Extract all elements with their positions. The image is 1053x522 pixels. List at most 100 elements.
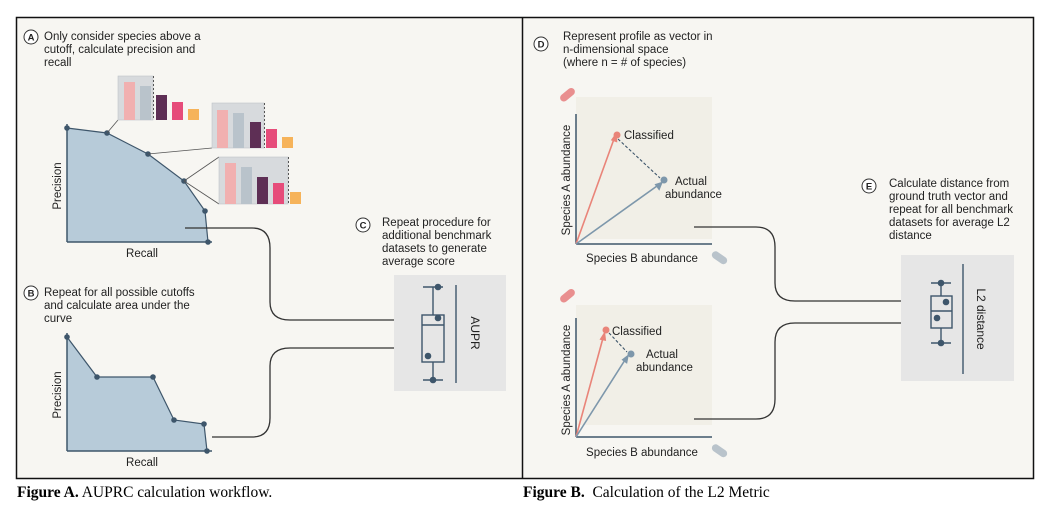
boxplot-background	[901, 255, 1014, 381]
step-c-text: Repeat procedure for additional benchmar…	[382, 217, 495, 268]
x-axis-label: Recall	[126, 457, 158, 469]
classified-vector	[575, 337, 604, 438]
bacterium-icon	[560, 87, 575, 102]
pr-curve-line	[66, 127, 209, 243]
bar	[217, 110, 228, 148]
pr-point	[201, 421, 207, 427]
bar	[188, 109, 199, 120]
step-d-line: Represent profile as vector in	[563, 31, 713, 43]
actual-label-line2: abundance	[636, 362, 693, 374]
bar	[124, 82, 135, 120]
caption-b-bold: Figure B.	[523, 484, 585, 501]
data-point	[429, 376, 437, 384]
data-point	[937, 339, 945, 347]
data-point	[424, 352, 432, 360]
box	[421, 314, 445, 363]
step-e-line: datasets for average L2	[889, 217, 1010, 229]
step-c-line: average score	[382, 256, 455, 268]
bar	[241, 167, 252, 204]
bar	[290, 192, 301, 204]
aupr-boxplot: AUPR	[394, 275, 506, 391]
caption-b-text: Calculation of the L2 Metric	[584, 484, 770, 501]
pr-point	[64, 334, 70, 340]
pr-point	[204, 448, 210, 454]
step-e-text: Calculate distance from ground truth vec…	[889, 178, 1016, 242]
classified-label: Classified	[624, 130, 674, 142]
bar	[282, 137, 293, 148]
l2-distance-label: L2 distance	[974, 288, 988, 350]
actual-label-line1: Actual	[646, 349, 678, 361]
caption-figure-b: Figure B. Calculation of the L2 Metric	[523, 484, 770, 502]
step-c-line: additional benchmark	[382, 230, 492, 242]
pr-point	[171, 417, 177, 423]
step-c-letter: C	[360, 221, 367, 232]
bar	[257, 177, 268, 204]
distance-line	[617, 138, 661, 179]
y-axis-label: Species A abundance	[561, 125, 573, 236]
step-d-text: Represent profile as vector in n-dimensi…	[563, 31, 716, 69]
classified-vector	[575, 138, 615, 245]
plot-background	[576, 305, 712, 425]
pr-area-fill	[67, 128, 208, 242]
step-b-letter: B	[28, 289, 35, 300]
step-a-line: cutoff, calculate precision and	[44, 44, 195, 56]
bar	[225, 163, 236, 204]
caption-a-text: AUPRC calculation workflow.	[78, 484, 273, 501]
x-axis-label: Species B abundance	[586, 253, 698, 265]
pr-curve-bottom: Precision Recall	[52, 333, 212, 469]
step-b-line: curve	[44, 313, 72, 325]
connector-arrows-a	[185, 227, 410, 438]
step-a-text: Only consider species above a cutoff, ca…	[44, 31, 204, 69]
cutoff-bars-1	[106, 75, 199, 134]
arrowhead	[654, 181, 663, 191]
bar	[266, 129, 277, 148]
step-d-letter: D	[538, 40, 545, 51]
cutoff-bars-3	[183, 156, 301, 205]
vector-plot-top: Classified Actual abundance Species A ab…	[561, 97, 722, 265]
plot-background	[576, 97, 712, 239]
bacterium-icon	[560, 288, 575, 303]
actual-point	[627, 350, 635, 358]
data-point	[434, 283, 442, 291]
bar	[250, 122, 261, 148]
step-d-badge: D	[533, 36, 549, 52]
distance-line	[608, 332, 628, 353]
arrowhead	[621, 354, 629, 364]
data-point	[937, 279, 945, 287]
pr-point	[202, 208, 208, 214]
bacterium-icon	[711, 251, 728, 265]
step-c-line: Repeat procedure for	[382, 217, 491, 229]
step-e-badge: E	[861, 178, 877, 194]
boxplot-background	[394, 275, 506, 391]
step-c-line: datasets to generate	[382, 243, 487, 255]
bar	[273, 183, 284, 204]
x-axis-label: Recall	[126, 248, 158, 260]
connector-arrows-b	[694, 226, 916, 420]
vector-plot-bottom: Classified Actual abundance Species A ab…	[561, 305, 712, 459]
step-e-line: ground truth vector and	[889, 191, 1008, 203]
step-c-badge: C	[355, 217, 371, 233]
l2-boxplot: L2 distance	[901, 255, 1014, 381]
bar	[172, 102, 183, 120]
step-a-badge: A	[23, 29, 39, 45]
step-d-line: (where n = # of species)	[563, 57, 686, 69]
step-b-line: Repeat for all possible cutoffs	[44, 287, 195, 299]
step-e-line: Calculate distance from	[889, 178, 1009, 190]
step-a-line: recall	[44, 57, 71, 69]
actual-label-line2: abundance	[665, 189, 722, 201]
step-e-line: repeat for all benchmark	[889, 204, 1013, 216]
bar	[156, 95, 167, 120]
pr-point	[205, 239, 211, 245]
caption-a-bold: Figure A.	[17, 484, 79, 501]
classified-point	[602, 326, 610, 334]
classified-point	[613, 131, 621, 139]
y-axis-label: Species A abundance	[561, 325, 573, 436]
bar	[233, 113, 244, 148]
step-a-letter: A	[28, 33, 35, 44]
y-axis-label: Precision	[52, 371, 64, 418]
step-b-text: Repeat for all possible cutoffs and calc…	[44, 287, 198, 325]
aupr-label: AUPR	[468, 316, 482, 350]
pr-area-fill	[67, 337, 207, 451]
step-a-line: Only consider species above a	[44, 31, 201, 43]
